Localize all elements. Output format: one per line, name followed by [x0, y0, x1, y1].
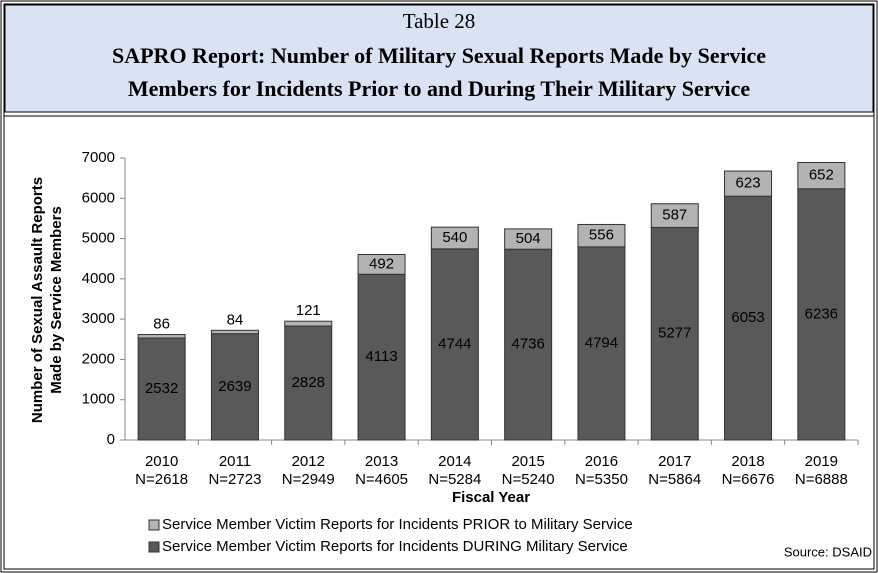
bar-segment [797, 162, 846, 190]
data-label: 4736 [511, 336, 544, 353]
legend-swatch [148, 541, 160, 553]
y-tick-label: 2000 [82, 350, 115, 367]
x-tick-total: N=6888 [795, 471, 848, 488]
data-label: 652 [809, 167, 834, 184]
bar-segment [357, 273, 406, 441]
x-tick-label: 2017 [658, 453, 691, 470]
x-tick-label: 2010 [145, 453, 178, 470]
bar-segment [137, 334, 186, 339]
bar-segment [797, 188, 846, 441]
chart-title: SAPRO Report: Number of Military Sexual … [112, 43, 766, 68]
data-label: 2532 [145, 380, 178, 397]
y-axis-label: Number of Sexual Assault Reports [29, 177, 46, 423]
y-tick-label: 3000 [82, 310, 115, 327]
bar-segment [577, 223, 626, 248]
data-label: 6236 [805, 305, 838, 322]
legend-label: Service Member Victim Reports for Incide… [162, 516, 633, 533]
y-tick-label: 0 [107, 431, 115, 448]
x-tick-total: N=4605 [355, 471, 408, 488]
y-tick-label: 7000 [82, 149, 115, 166]
inner-frame [3, 3, 875, 570]
y-tick-label: 4000 [82, 270, 115, 287]
x-tick-label: 2019 [805, 453, 838, 470]
x-tick-total: N=2618 [135, 471, 188, 488]
data-label: 5277 [658, 325, 691, 342]
y-tick-label: 1000 [82, 391, 115, 408]
data-label: 587 [662, 207, 687, 224]
bar-segment [504, 228, 553, 250]
header-box [4, 4, 874, 113]
data-label: 2639 [218, 378, 251, 395]
x-tick-label: 2011 [219, 453, 251, 470]
x-tick-total: N=2723 [208, 471, 261, 488]
data-label: 6053 [731, 309, 764, 326]
x-tick-total: N=5864 [648, 471, 701, 488]
data-label: 556 [589, 227, 614, 244]
x-tick-label: 2013 [365, 453, 398, 470]
bar-segment [577, 246, 626, 441]
bar-segment [430, 226, 479, 250]
legend-swatch [148, 519, 160, 531]
data-label: 4794 [585, 334, 618, 351]
x-tick-label: 2018 [731, 453, 764, 470]
x-tick-total: N=2949 [282, 471, 335, 488]
data-label: 4113 [365, 348, 397, 365]
bar-segment [504, 248, 553, 441]
bar-segment [724, 170, 773, 197]
x-tick-label: 2015 [511, 453, 544, 470]
x-tick-total: N=5284 [428, 471, 481, 488]
bar-segment [430, 248, 479, 441]
chart-title: Members for Incidents Prior to and Durin… [128, 76, 750, 101]
data-label: 121 [296, 302, 321, 319]
x-tick-total: N=6676 [722, 471, 775, 488]
bar-segment [137, 337, 186, 441]
y-tick-label: 6000 [82, 189, 115, 206]
x-tick-label: 2014 [438, 453, 471, 470]
data-label: 540 [442, 229, 467, 246]
bar-segment [284, 320, 333, 327]
data-label: 504 [516, 230, 541, 247]
bar-segment [210, 329, 259, 335]
data-label: 86 [153, 316, 170, 333]
bar-segment [650, 226, 699, 441]
data-label: 4744 [438, 335, 471, 352]
x-tick-total: N=5240 [502, 471, 555, 488]
table-label: Table 28 [403, 9, 476, 33]
x-tick-total: N=5350 [575, 471, 628, 488]
source: Source: DSAID [784, 544, 872, 559]
data-label: 84 [227, 311, 244, 328]
bar-segment [210, 333, 259, 441]
y-tick-label: 5000 [82, 230, 115, 247]
x-axis-label: Fiscal Year [452, 489, 530, 506]
x-tick-label: 2012 [292, 453, 325, 470]
x-tick-label: 2016 [585, 453, 618, 470]
bar-segment [357, 253, 406, 275]
data-label: 492 [369, 255, 394, 272]
data-label: 623 [736, 175, 761, 192]
data-label: 2828 [292, 374, 325, 391]
legend-label: Service Member Victim Reports for Incide… [162, 538, 628, 555]
bar-segment [650, 203, 699, 228]
y-axis-label: Made by Service Members [48, 206, 65, 394]
